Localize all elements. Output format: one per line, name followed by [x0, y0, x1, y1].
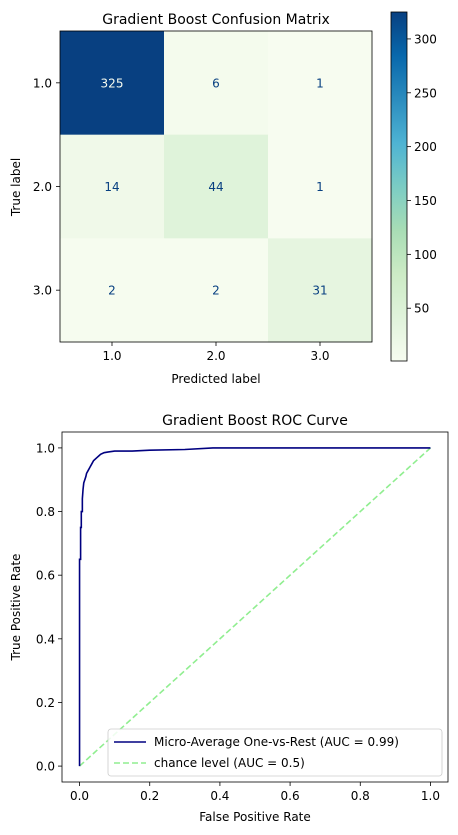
roc-x-ticks: 0.0 0.2 0.4 0.6 0.8 1.0 [70, 782, 440, 803]
cm-cell-value: 31 [312, 284, 327, 298]
colorbar-tick-label: 200 [414, 140, 437, 154]
cm-cell-value: 2 [212, 284, 220, 298]
cm-y-tick-label: 1.0 [33, 76, 52, 90]
cm-y-tick-label: 3.0 [33, 284, 52, 298]
roc-y-tick-label: 0.0 [36, 760, 55, 774]
colorbar-ticks: 50 100 150 200 250 300 [407, 32, 437, 315]
roc-x-label: False Positive Rate [199, 810, 311, 824]
roc-y-tick-label: 0.8 [36, 505, 55, 519]
colorbar-tick-label: 250 [414, 86, 437, 100]
cm-y-label: True label [9, 158, 23, 217]
roc-x-tick-label: 0.4 [210, 789, 229, 803]
cm-cell-value: 44 [208, 180, 223, 194]
cm-y-tick-label: 2.0 [33, 180, 52, 194]
roc-x-tick-label: 0.8 [351, 789, 370, 803]
cm-title: Gradient Boost Confusion Matrix [102, 12, 330, 28]
cm-cell-value: 1 [316, 76, 324, 90]
cm-cell-value: 1 [316, 180, 324, 194]
roc-y-tick-label: 0.4 [36, 632, 55, 646]
roc-x-tick-label: 0.6 [281, 789, 300, 803]
roc-y-label: True Positive Rate [9, 554, 23, 662]
roc-x-tick-label: 1.0 [421, 789, 440, 803]
colorbar-tick-label: 50 [414, 302, 429, 316]
roc-x-tick-label: 0.0 [70, 789, 89, 803]
roc-y-tick-label: 0.6 [36, 569, 55, 583]
cm-x-ticks: 1.0 2.0 3.0 [102, 342, 329, 363]
roc-y-ticks: 0.0 0.2 0.4 0.6 0.8 1.0 [36, 441, 62, 773]
cm-cell-value: 6 [212, 76, 220, 90]
colorbar-tick-label: 100 [414, 248, 437, 262]
colorbar-gradient [391, 12, 407, 361]
colorbar-tick-label: 150 [414, 194, 437, 208]
legend-label-chance-level: chance level (AUC = 0.5) [154, 756, 305, 770]
cm-x-tick-label: 2.0 [206, 349, 225, 363]
cm-x-label: Predicted label [171, 372, 260, 386]
roc-legend: Micro-Average One-vs-Rest (AUC = 0.99) c… [108, 729, 442, 776]
cm-x-tick-label: 1.0 [102, 349, 121, 363]
roc-y-tick-label: 1.0 [36, 441, 55, 455]
cm-cells: 325 6 1 14 44 1 2 2 31 [60, 31, 373, 343]
cm-cell-value: 2 [108, 284, 116, 298]
cm-y-ticks: 1.0 2.0 3.0 [33, 76, 60, 297]
roc-title: Gradient Boost ROC Curve [162, 413, 348, 429]
cm-x-tick-label: 3.0 [310, 349, 329, 363]
roc-x-tick-label: 0.2 [140, 789, 159, 803]
cm-cell-value: 325 [101, 76, 124, 90]
roc-chart: Gradient Boost ROC Curve 0.0 0.2 0.4 0.6 0.8… [9, 413, 448, 824]
cm-cell-value: 14 [104, 180, 119, 194]
confusion-matrix-chart: Gradient Boost Confusion Matrix 325 6 114 4… [9, 12, 373, 386]
roc-y-tick-label: 0.2 [36, 696, 55, 710]
colorbar-tick-label: 300 [414, 32, 437, 46]
legend-label-micro-average: Micro-Average One-vs-Rest (AUC = 0.99) [154, 735, 399, 749]
colorbar: 50 100 150 200 250 300 [391, 12, 437, 361]
